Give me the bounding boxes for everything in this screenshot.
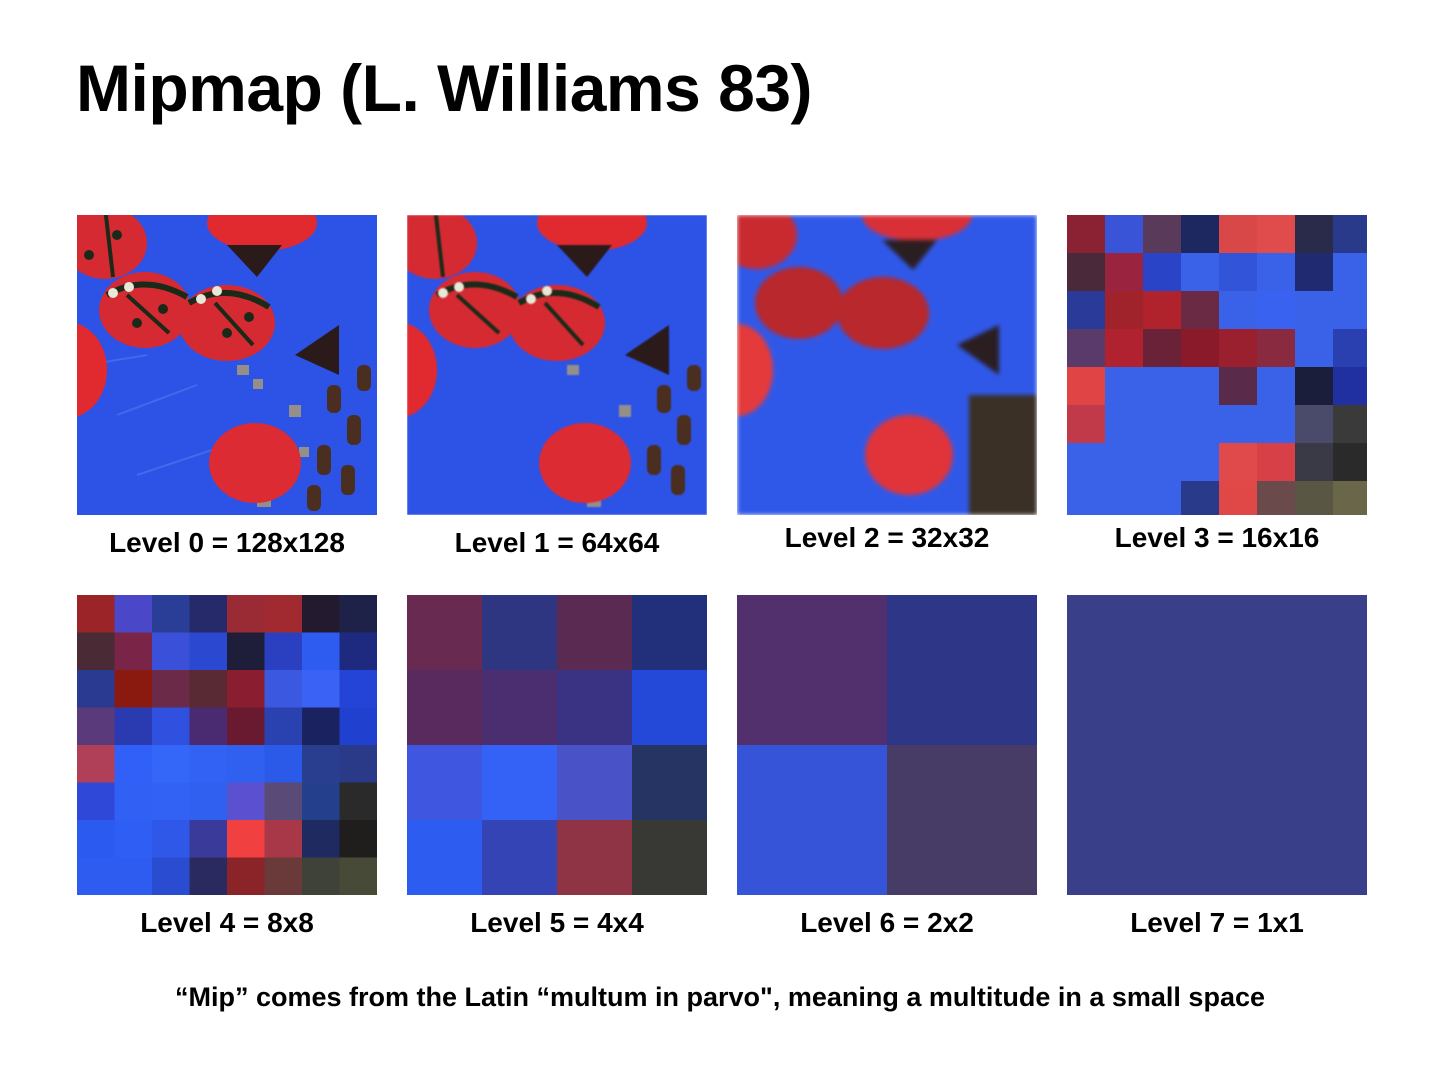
- level-6-label: Level 6 = 2x2: [800, 907, 974, 938]
- mipmap-level-0-image: [77, 215, 377, 515]
- ladybug-texture-16x16: [1067, 215, 1367, 515]
- pixel-grid-2x2: [737, 595, 1037, 895]
- ladybug-texture-coarse: [737, 215, 1037, 515]
- mipmap-level-1-image: [407, 215, 707, 515]
- ladybug-texture-medium: [407, 215, 707, 515]
- level-0-label: Level 0 = 128x128: [109, 527, 345, 558]
- level-2-label: Level 2 = 32x32: [784, 522, 990, 553]
- ladybug-texture-fine: [77, 215, 377, 515]
- mipmap-level-2-image: [737, 215, 1037, 515]
- pixel-grid-1x1: [1067, 595, 1367, 895]
- mipmap-level-7-image: [1067, 595, 1367, 895]
- level-7-label: Level 7 = 1x1: [1130, 907, 1304, 938]
- level-3-label: Level 3 = 16x16: [1114, 522, 1320, 553]
- mipmap-level-6-image: [737, 595, 1037, 895]
- level-5-label: Level 5 = 4x4: [470, 907, 644, 938]
- level-1-label: Level 1 = 64x64: [454, 527, 660, 558]
- slide-title: Mipmap (L. Williams 83): [76, 51, 813, 125]
- mipmap-level-3-image: [1067, 215, 1367, 515]
- mipmap-level-4-image: [77, 595, 377, 895]
- mipmap-level-5-image: [407, 595, 707, 895]
- pixel-grid-8x8: [77, 595, 377, 895]
- level-4-label: Level 4 = 8x8: [140, 907, 314, 938]
- slide-caption: “Mip” comes from the Latin “multum in pa…: [175, 982, 1265, 1012]
- pixel-grid-4x4: [407, 595, 707, 895]
